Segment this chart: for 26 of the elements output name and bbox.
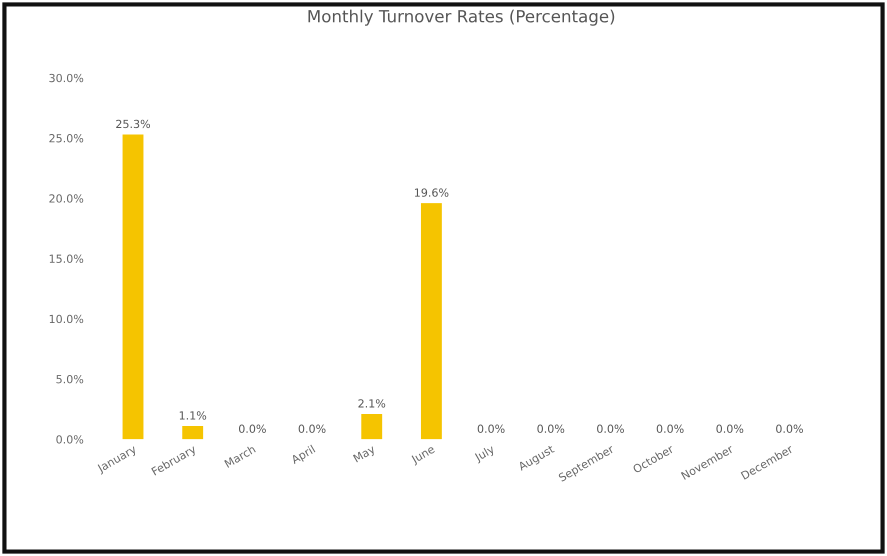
data-label: 0.0%	[597, 424, 624, 433]
y-tick-label: 15.0%	[50, 254, 84, 263]
chart-title: Monthly Turnover Rates (Percentage)	[308, 10, 614, 26]
data-label: 25.3%	[116, 120, 150, 128]
data-label: 19.6%	[414, 188, 448, 197]
x-tick-label: July	[473, 444, 496, 464]
data-label: 0.0%	[776, 424, 803, 433]
y-tick-label: 5.0%	[56, 374, 84, 384]
data-label: 0.0%	[716, 424, 744, 433]
data-label: 0.0%	[656, 424, 684, 433]
bar	[122, 134, 144, 440]
y-tick-label: 10.0%	[50, 314, 84, 324]
data-label: 0.0%	[537, 424, 564, 433]
x-tick-label: May	[352, 444, 377, 464]
y-tick-label: 25.0%	[49, 134, 84, 142]
y-tick-label: 20.0%	[49, 194, 84, 203]
bar	[182, 426, 204, 440]
data-label: 1.1%	[180, 411, 206, 420]
data-label: 0.0%	[298, 424, 326, 433]
data-label: 2.1%	[358, 399, 386, 408]
y-tick-label: 30.0%	[49, 74, 84, 82]
bar	[420, 203, 442, 440]
data-label: 0.0%	[238, 424, 266, 433]
y-tick-label: 0.0%	[56, 435, 84, 444]
data-label: 0.0%	[478, 424, 505, 433]
bar	[361, 414, 382, 440]
